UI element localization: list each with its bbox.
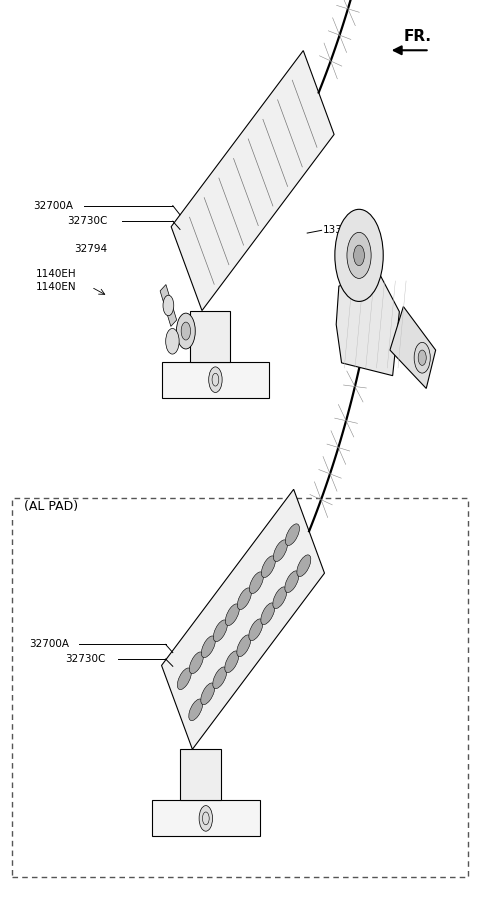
Ellipse shape bbox=[262, 556, 276, 578]
Polygon shape bbox=[171, 50, 334, 311]
Ellipse shape bbox=[297, 555, 311, 577]
Ellipse shape bbox=[213, 667, 227, 688]
Text: FR.: FR. bbox=[403, 29, 431, 44]
Bar bbox=[180, 749, 221, 801]
Ellipse shape bbox=[225, 651, 239, 673]
Ellipse shape bbox=[177, 668, 192, 689]
Text: 32730C: 32730C bbox=[67, 217, 108, 226]
Ellipse shape bbox=[249, 619, 263, 641]
Text: 32794: 32794 bbox=[74, 244, 108, 253]
Ellipse shape bbox=[237, 635, 251, 656]
Ellipse shape bbox=[238, 588, 252, 610]
Text: (AL PAD): (AL PAD) bbox=[24, 500, 78, 513]
Ellipse shape bbox=[273, 587, 287, 609]
Circle shape bbox=[166, 328, 179, 354]
Ellipse shape bbox=[214, 620, 228, 642]
Polygon shape bbox=[162, 489, 324, 749]
Ellipse shape bbox=[189, 699, 203, 720]
Text: 1140EH: 1140EH bbox=[36, 270, 77, 279]
Ellipse shape bbox=[286, 524, 300, 546]
Circle shape bbox=[209, 367, 222, 392]
Circle shape bbox=[177, 314, 195, 349]
Circle shape bbox=[354, 245, 364, 266]
Bar bbox=[190, 311, 230, 362]
Circle shape bbox=[414, 343, 430, 373]
Ellipse shape bbox=[261, 603, 275, 624]
Text: 1339CD: 1339CD bbox=[323, 226, 364, 235]
Circle shape bbox=[418, 350, 426, 366]
Circle shape bbox=[163, 295, 174, 315]
Ellipse shape bbox=[202, 636, 216, 657]
Polygon shape bbox=[336, 273, 399, 376]
Ellipse shape bbox=[190, 652, 204, 674]
Text: 32700A: 32700A bbox=[34, 201, 73, 210]
Polygon shape bbox=[390, 306, 436, 388]
Ellipse shape bbox=[285, 571, 299, 592]
Circle shape bbox=[181, 322, 191, 340]
Ellipse shape bbox=[250, 572, 264, 593]
Text: 1140EN: 1140EN bbox=[36, 282, 77, 292]
Ellipse shape bbox=[201, 683, 215, 705]
Text: 32700A: 32700A bbox=[29, 640, 69, 649]
Bar bbox=[160, 284, 177, 326]
Ellipse shape bbox=[274, 540, 288, 561]
Bar bbox=[162, 362, 269, 398]
Ellipse shape bbox=[226, 604, 240, 625]
Bar bbox=[152, 801, 260, 836]
Text: 32730C: 32730C bbox=[65, 654, 105, 664]
Circle shape bbox=[199, 805, 213, 831]
Circle shape bbox=[347, 232, 371, 279]
Circle shape bbox=[335, 209, 383, 302]
